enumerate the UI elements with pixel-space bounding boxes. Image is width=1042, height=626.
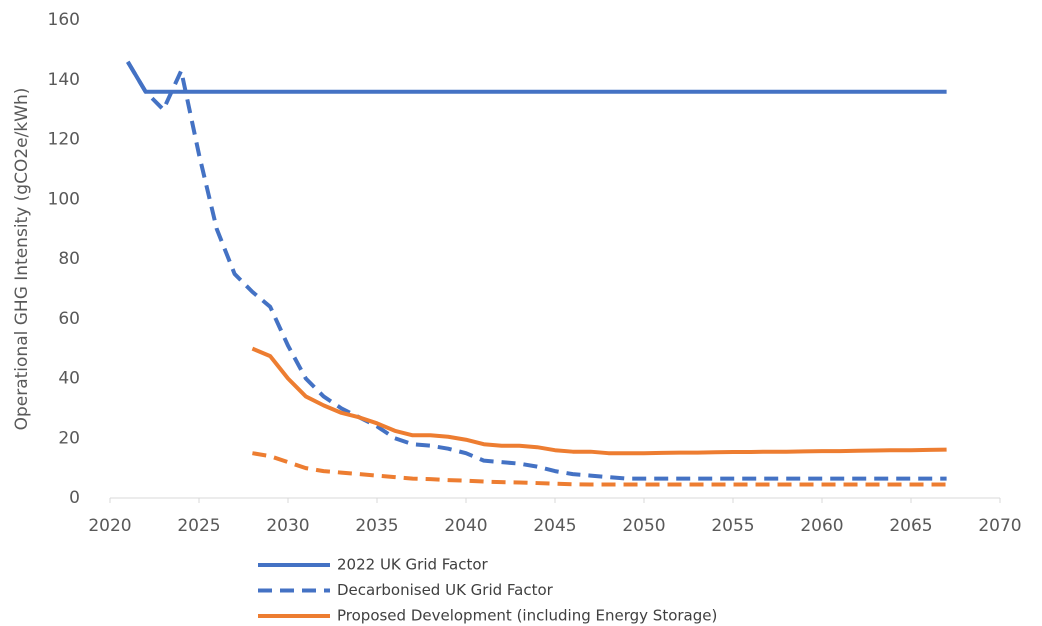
- series-line: [126, 60, 947, 481]
- x-tick-label: 2065: [889, 516, 932, 536]
- legend-label: Proposed Development (including Energy S…: [337, 607, 717, 625]
- x-tick-label: 2060: [800, 516, 843, 536]
- x-tick-label: 2035: [355, 516, 398, 536]
- y-tick-label: 80: [58, 249, 80, 269]
- y-tick-label: 120: [48, 130, 80, 150]
- x-tick-label: 2040: [444, 516, 487, 536]
- y-tick-label: 60: [58, 309, 80, 329]
- y-tick-label: 140: [48, 70, 80, 90]
- x-tick-label: 2030: [266, 516, 309, 536]
- legend-label: Decarbonised UK Grid Factor: [337, 581, 554, 599]
- x-tick-label: 2020: [88, 516, 131, 536]
- series-line: [251, 346, 947, 456]
- series-line: [126, 60, 947, 94]
- legend-label: 2022 UK Grid Factor: [337, 556, 489, 574]
- x-tick-label: 2045: [533, 516, 576, 536]
- series-line: [252, 451, 947, 487]
- y-tick-label: 100: [48, 189, 80, 209]
- x-tick-label: 2070: [978, 516, 1021, 536]
- y-tick-label: 20: [58, 428, 80, 448]
- y-tick-label: 40: [58, 369, 80, 389]
- y-tick-label: 0: [69, 488, 80, 508]
- x-tick-label: 2050: [622, 516, 665, 536]
- x-tick-label: 2055: [711, 516, 754, 536]
- y-axis-title: Operational GHG Intensity (gCO2e/kWh): [12, 88, 32, 431]
- x-tick-label: 2025: [177, 516, 220, 536]
- y-tick-label: 160: [48, 10, 80, 30]
